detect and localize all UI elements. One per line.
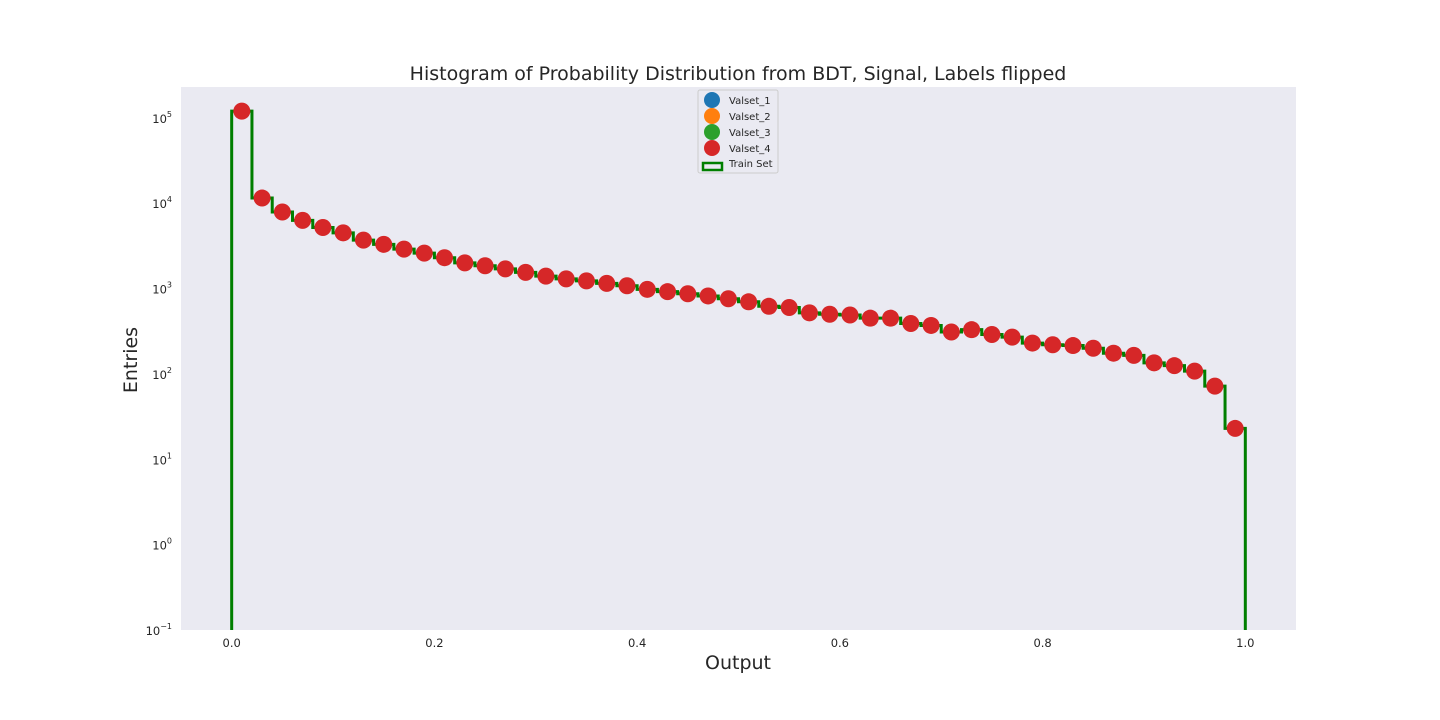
valset-4-point	[902, 314, 920, 332]
valset-4-point	[273, 203, 291, 221]
valset-4-point	[476, 257, 494, 275]
valset-4-point	[1023, 334, 1041, 352]
y-tick-label: 105	[152, 110, 172, 126]
x-tick-label: 0.8	[1033, 636, 1051, 650]
valset-4-point	[760, 297, 778, 315]
legend-label: Valset_4	[729, 144, 771, 155]
x-tick-label: 0.6	[831, 636, 849, 650]
valset-4-point	[1044, 336, 1062, 354]
valset-4-point	[456, 254, 474, 272]
legend-marker-valset-2	[704, 108, 720, 124]
valset-4-point	[659, 283, 677, 301]
valset-points-layer	[233, 102, 1244, 437]
y-tick-label: 10−1	[146, 622, 172, 638]
valset-4-point	[496, 260, 514, 278]
y-tick-label: 100	[152, 537, 172, 553]
legend-marker-valset-1	[704, 92, 720, 108]
valset-4-point	[598, 274, 616, 292]
valset-4-point	[1165, 357, 1183, 375]
valset-4-point	[233, 102, 251, 120]
legend-label: Valset_1	[729, 96, 771, 107]
valset-4-point	[1186, 362, 1204, 380]
x-axis-ticks: 0.0 0.2 0.4 0.6 0.8 1.0	[223, 636, 1255, 650]
valset-4-point	[740, 293, 758, 311]
x-tick-label: 0.2	[425, 636, 443, 650]
valset-4-point	[314, 218, 332, 236]
valset-4-point	[1064, 337, 1082, 355]
valset-4-point	[253, 189, 271, 207]
valset-4-point	[415, 244, 433, 262]
valset-4-point	[983, 325, 1001, 343]
valset-4-point	[942, 323, 960, 341]
valset-4-point	[577, 272, 595, 290]
legend-marker-train-set	[701, 161, 724, 172]
valset-4-point	[719, 290, 737, 308]
legend-label: Valset_3	[729, 128, 771, 139]
valset-4-point	[841, 306, 859, 324]
legend-marker-valset-4	[704, 140, 720, 156]
valset-4-point	[557, 270, 575, 288]
valset-4-point	[861, 309, 879, 327]
valset-4-point	[1145, 354, 1163, 372]
valset-4-point	[800, 304, 818, 322]
y-tick-label: 104	[152, 195, 172, 211]
valset-4-point	[1084, 339, 1102, 357]
y-axis-label: Entries	[120, 327, 142, 393]
valset-4-point	[517, 263, 535, 281]
legend-label: Train Set	[728, 159, 773, 170]
x-axis-label: Output	[705, 652, 771, 674]
valset-4-point	[638, 280, 656, 298]
valset-4-point	[963, 321, 981, 339]
valset-4-point	[1105, 344, 1123, 362]
y-tick-label: 101	[152, 451, 172, 467]
valset-4-point	[294, 211, 312, 229]
valset-4-point	[354, 231, 372, 249]
train-set-step-line	[230, 109, 1247, 630]
chart-title: Histogram of Probability Distribution fr…	[410, 63, 1067, 85]
y-tick-label: 103	[152, 281, 172, 297]
valset-4-point	[882, 309, 900, 327]
valset-4-point	[375, 235, 393, 253]
legend: Valset_1 Valset_2 Valset_3 Valset_4 Train Se…	[697, 89, 779, 174]
train-set-step-layer	[230, 109, 1247, 630]
valset-4-point	[1206, 377, 1224, 395]
legend-marker-valset-3	[704, 124, 720, 140]
valset-4-point	[780, 299, 798, 317]
valset-4-point	[1125, 346, 1143, 364]
x-tick-label: 0.4	[628, 636, 646, 650]
y-tick-label: 102	[152, 366, 172, 382]
valset-4-point	[1003, 328, 1021, 346]
valset-4-point	[436, 249, 454, 267]
valset-4-point	[1226, 419, 1244, 437]
valset-4-point	[395, 240, 413, 258]
valset-4-point	[699, 287, 717, 305]
valset-4-point	[537, 267, 555, 285]
x-tick-label: 1.0	[1236, 636, 1254, 650]
legend-label: Valset_2	[729, 112, 771, 123]
y-axis-ticks: 105 104 103 102 101 100 10−1	[146, 110, 172, 638]
valset-4-point	[334, 224, 352, 242]
x-tick-label: 0.0	[223, 636, 241, 650]
valset-4-point	[821, 305, 839, 323]
valset-4-point	[679, 285, 697, 303]
valset-4-point	[618, 277, 636, 295]
valset-4-point	[922, 316, 940, 334]
